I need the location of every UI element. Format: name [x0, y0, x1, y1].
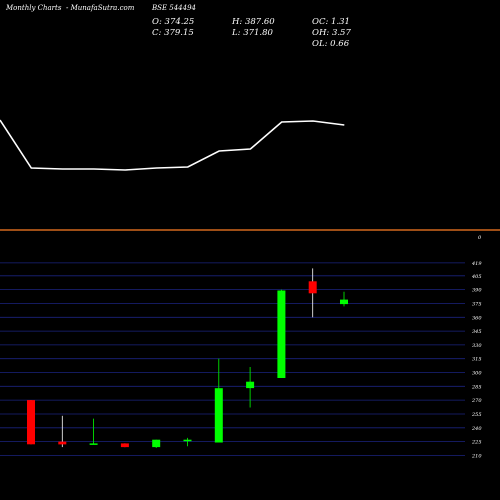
ohlc-open: O: 374.25 — [152, 17, 194, 27]
ohlc-high: H: 387.60 — [231, 17, 275, 27]
y-tick-label-10: 360 — [472, 315, 482, 321]
ohlc-oc: OC: 1.31 — [312, 17, 350, 27]
ohlc-close: C: 379.15 — [152, 28, 194, 38]
ohlc-low: L: 371.80 — [231, 28, 274, 38]
y-tick-label-6: 300 — [472, 371, 482, 377]
candle-body-8 — [277, 290, 286, 378]
chart-source: - MunafaSutra.com — [66, 4, 135, 12]
candle-body-2 — [89, 443, 98, 445]
y-tick-label-5: 285 — [471, 384, 482, 390]
y-tick-label-7: 315 — [472, 357, 482, 363]
candle-4 — [152, 439, 161, 448]
candle-body-9 — [308, 281, 317, 294]
chart-period-title: Monthly Charts — [5, 4, 62, 12]
candle-body-7 — [246, 381, 255, 389]
candle-body-0 — [27, 400, 35, 445]
candle-body-10 — [340, 299, 348, 305]
candle-body-1 — [58, 441, 67, 445]
y-tick-label-12: 390 — [472, 288, 482, 294]
y-tick-label-14: 419 — [471, 261, 482, 267]
price-line — [0, 119, 345, 171]
candle-body-3 — [120, 443, 129, 448]
y-tick-label-11: 375 — [472, 301, 482, 307]
y-tick-label-4: 270 — [471, 398, 482, 404]
y-tick-label-2: 240 — [471, 426, 482, 432]
candle-body-5 — [183, 439, 192, 442]
candle-body-4 — [152, 439, 161, 448]
ohlc-oh: OH: 3.57 — [312, 28, 351, 38]
candle-3 — [120, 443, 129, 448]
volume-label: 0 — [478, 235, 482, 241]
candle-0 — [27, 400, 35, 445]
chart-symbol: BSE 544494 — [151, 4, 196, 12]
y-tick-label-0: 210 — [471, 453, 482, 459]
candle-9 — [308, 268, 317, 318]
candle-body-6 — [214, 388, 223, 443]
upper-panel — [0, 119, 345, 171]
candle-10 — [340, 291, 348, 307]
y-tick-label-13: 405 — [471, 274, 482, 280]
candle-2 — [89, 418, 98, 445]
y-tick-label-1: 225 — [471, 440, 482, 446]
y-tick-label-3: 255 — [471, 412, 482, 418]
candle-5 — [183, 437, 192, 447]
y-tick-label-9: 345 — [472, 329, 482, 335]
candle-8 — [277, 289, 286, 378]
candle-7 — [246, 367, 255, 408]
ohlc-ol: OL: 0.66 — [312, 39, 350, 49]
candle-1 — [58, 415, 67, 448]
y-tick-label-8: 330 — [472, 343, 482, 349]
candlestick-panel: 0 210 225 240 255 270 285 300 315 330 345 360 375 390… — [0, 235, 482, 459]
candle-6 — [214, 358, 223, 443]
